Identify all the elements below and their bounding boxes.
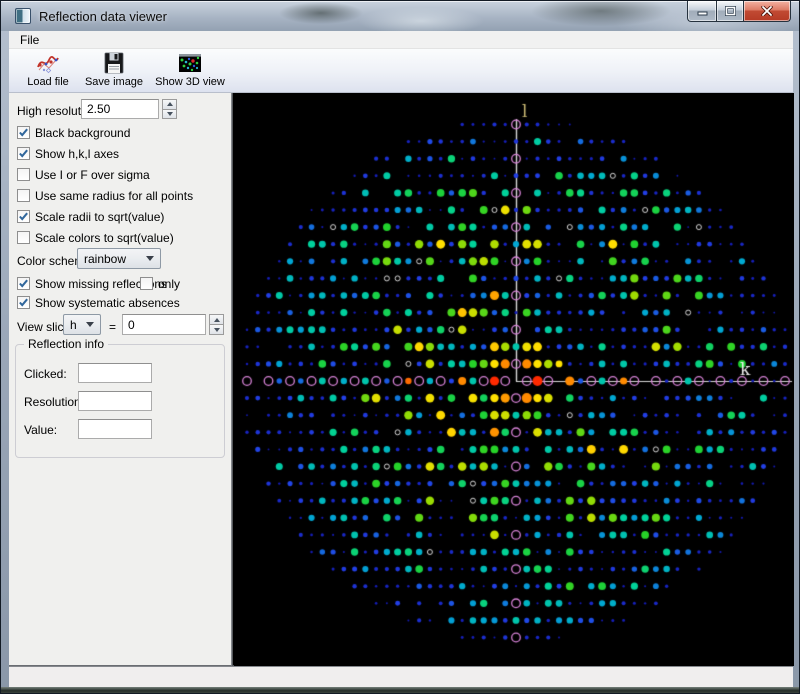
window-title: Reflection data viewer — [39, 9, 167, 24]
menu-file[interactable]: File — [20, 32, 40, 47]
view-slice-spinner[interactable] — [209, 314, 224, 335]
close-icon — [761, 6, 773, 16]
view-slice-axis-dropdown[interactable]: h — [63, 314, 101, 335]
checkbox-row-show-missing-reflections: Show missing reflections — [17, 276, 167, 291]
load-file-button[interactable]: Load file — [15, 49, 81, 91]
clicked-field[interactable] — [78, 363, 152, 383]
high-resolution-label: High resolution: — [17, 104, 101, 118]
maximize-icon — [724, 6, 736, 16]
checkbox-show-h-k-l-axes[interactable] — [17, 147, 30, 160]
checkbox-row-only: only — [140, 276, 180, 291]
checkbox-scale-colors-to-sqrt-value[interactable] — [17, 231, 30, 244]
spin-up-button[interactable] — [162, 99, 177, 110]
checkbox-label-show-missing-reflections[interactable]: Show missing reflections — [35, 276, 168, 291]
minimize-icon — [697, 11, 707, 15]
checkbox-row-scale-radii-to-sqrt-value: Scale radii to sqrt(value) — [17, 209, 164, 224]
save-image-icon — [104, 52, 124, 74]
arrow-down-icon — [213, 327, 220, 332]
show-3d-view-label: Show 3D view — [155, 76, 225, 88]
app-icon — [15, 8, 31, 24]
minimize-button[interactable] — [687, 1, 716, 22]
checkbox-row-show-systematic-absences: Show systematic absences — [17, 295, 180, 310]
close-button[interactable] — [744, 1, 791, 22]
spin-down-button[interactable] — [209, 325, 224, 335]
checkbox-only[interactable] — [140, 277, 153, 290]
view-slice-axis-value: h — [70, 317, 77, 332]
reflection-info-title: Reflection info — [24, 337, 109, 351]
status-bar — [9, 666, 793, 687]
show-3d-view-icon — [179, 54, 201, 72]
checkbox-scale-radii-to-sqrt-value[interactable] — [17, 210, 30, 223]
control-panel: High resolution: Black background Show h,… — [9, 93, 232, 666]
checkbox-row-use-same-radius-for-all-points: Use same radius for all points — [17, 188, 193, 203]
title-bar: Reflection data viewer — [1, 1, 799, 31]
checkbox-black-background[interactable] — [17, 126, 30, 139]
checkbox-show-systematic-absences[interactable] — [17, 296, 30, 309]
load-file-icon — [37, 55, 59, 74]
checkbox-label-scale-colors-to-sqrt-value[interactable]: Scale colors to sqrt(value) — [35, 230, 174, 245]
value-field[interactable] — [78, 419, 152, 439]
checkbox-row-show-h-k-l-axes: Show h,k,l axes — [17, 146, 119, 161]
checkbox-label-only[interactable]: only — [158, 276, 181, 291]
view-slice-label: View slice: — [17, 320, 74, 334]
checkbox-label-use-same-radius-for-all-points[interactable]: Use same radius for all points — [35, 188, 194, 203]
equals-label: = — [109, 320, 117, 334]
checkbox-row-use-i-or-f-over-sigma: Use I or F over sigma — [17, 167, 150, 182]
checkbox-row-scale-colors-to-sqrt-value: Scale colors to sqrt(value) — [17, 230, 174, 245]
color-scheme-dropdown[interactable]: rainbow — [77, 248, 161, 269]
color-scheme-label: Color scheme: — [17, 254, 95, 268]
save-image-label: Save image — [84, 76, 144, 88]
resolution-label: Resolution: — [24, 395, 85, 409]
checkbox-use-same-radius-for-all-points[interactable] — [17, 189, 30, 202]
dropdown-arrow-icon — [86, 322, 94, 327]
load-file-label: Load file — [27, 76, 69, 88]
spin-down-button[interactable] — [162, 109, 177, 119]
checkbox-row-black-background: Black background — [17, 125, 130, 140]
reflection-info-group: Reflection info Clicked: Resolution: Value… — [15, 337, 225, 458]
window-controls — [687, 1, 791, 22]
checkbox-label-scale-radii-to-sqrt-value[interactable]: Scale radii to sqrt(value) — [35, 209, 165, 224]
checkbox-use-i-or-f-over-sigma[interactable] — [17, 168, 30, 181]
high-resolution-input[interactable] — [81, 99, 159, 119]
checkbox-label-show-systematic-absences[interactable]: Show systematic absences — [35, 295, 180, 310]
menu-bar: File — [9, 31, 793, 49]
checkbox-label-use-i-or-f-over-sigma[interactable]: Use I or F over sigma — [35, 167, 150, 182]
checkbox-show-missing-reflections[interactable] — [17, 277, 30, 290]
dropdown-arrow-icon — [146, 256, 154, 261]
checkbox-label-show-h-k-l-axes[interactable]: Show h,k,l axes — [35, 146, 120, 161]
value-label: Value: — [24, 423, 58, 437]
checkbox-label-black-background[interactable]: Black background — [35, 125, 131, 140]
color-scheme-value: rainbow — [84, 251, 127, 266]
reflection-plot-canvas[interactable] — [234, 93, 794, 666]
maximize-button[interactable] — [716, 1, 744, 22]
view-slice-input[interactable] — [122, 314, 206, 335]
resolution-field[interactable] — [78, 391, 152, 411]
arrow-down-icon — [166, 111, 173, 116]
high-resolution-spinner[interactable] — [162, 99, 177, 119]
show-3d-view-button[interactable]: Show 3D view — [147, 49, 233, 91]
save-image-button[interactable]: Save image — [81, 49, 147, 91]
arrow-up-icon — [166, 102, 173, 107]
clicked-label: Clicked: — [24, 367, 67, 381]
toolbar: Load file Save image — [9, 49, 793, 93]
arrow-up-icon — [213, 317, 220, 322]
window-frame-bottom — [1, 687, 799, 693]
reflection-plot — [232, 93, 794, 666]
spin-up-button[interactable] — [209, 314, 224, 325]
